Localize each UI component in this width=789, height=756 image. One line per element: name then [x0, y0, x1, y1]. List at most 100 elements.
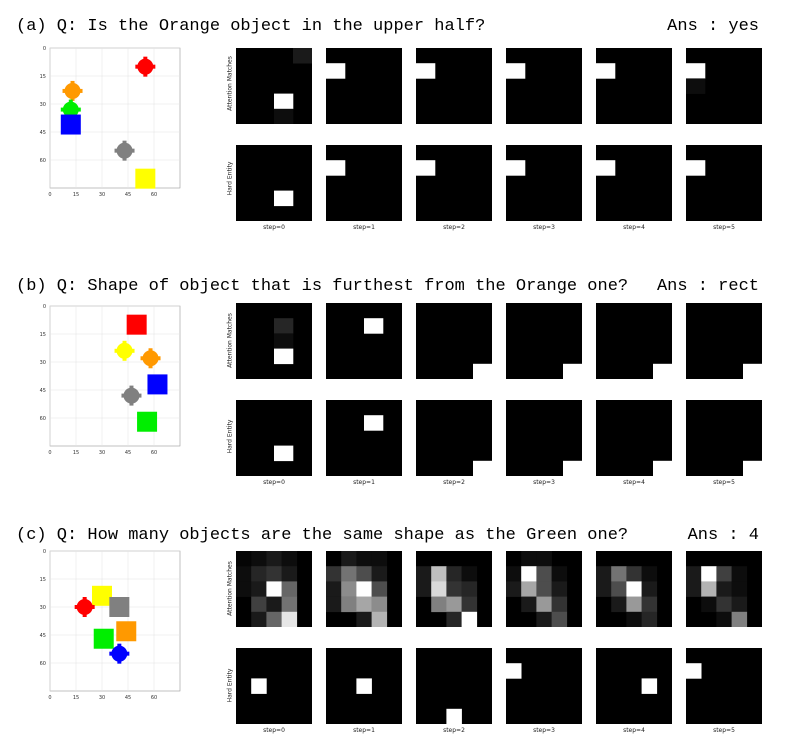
- question-c: (c) Q: How many objects are the same sha…: [16, 526, 629, 545]
- step-label: step=1: [353, 479, 375, 486]
- x-tick-label: 30: [99, 450, 105, 456]
- heatmap-cell: [686, 160, 706, 176]
- question-b: (b) Q: Shape of object that is furthest …: [16, 277, 629, 296]
- step-label: step=1: [353, 727, 375, 734]
- heatmap-cell: [266, 596, 282, 613]
- x-tick-label: 60: [151, 695, 157, 701]
- attention-heatmap-step-3: [506, 48, 582, 124]
- step-label: step=0: [263, 727, 285, 734]
- attention-heatmap-step-0: [236, 551, 312, 627]
- heatmap-background: [236, 145, 312, 221]
- heatmap-cell: [686, 63, 706, 79]
- heatmap-cell: [521, 596, 537, 613]
- y-tick-label: 60: [40, 158, 46, 164]
- heatmap-background: [236, 648, 312, 724]
- y-tick-label: 60: [40, 416, 46, 422]
- hard-heatmap-step-2: [416, 648, 492, 724]
- scene-object-circle-tab: [143, 56, 148, 77]
- heatmap-cell: [536, 581, 552, 597]
- heatmap-cell: [521, 581, 537, 597]
- question-a: (a) Q: Is the Orange object in the upper…: [16, 17, 486, 36]
- hard-heatmap-step-5: [686, 145, 762, 221]
- heatmap-cell: [461, 566, 478, 582]
- hard-heatmap-step-5: [686, 400, 762, 476]
- y-tick-label: 15: [40, 74, 46, 80]
- step-label: step=5: [713, 727, 735, 734]
- heatmap-cell: [731, 581, 748, 597]
- y-tick-label: 45: [40, 633, 46, 639]
- scene-plot-a: 0 0 15 15 30 30 45 45 60 60: [40, 46, 181, 198]
- y-tick-label: 0: [43, 549, 46, 555]
- scene-object-circle-tab: [68, 99, 73, 120]
- attention-heatmap-step-0: [236, 48, 312, 124]
- heatmap-cell: [274, 333, 294, 349]
- heatmap-cell: [446, 566, 462, 582]
- heatmap-cell: [596, 566, 612, 582]
- scene-object-rect: [147, 374, 168, 395]
- heatmap-cell: [356, 566, 372, 582]
- x-tick-label: 15: [73, 695, 79, 701]
- x-tick-label: 0: [48, 695, 51, 701]
- answer-a: Ans : yes: [667, 17, 759, 36]
- plot-frame: [49, 550, 181, 692]
- heatmap-cell: [281, 596, 298, 613]
- heatmap-cell: [326, 566, 342, 582]
- y-tick-label: 45: [40, 388, 46, 394]
- heatmap-cell: [626, 611, 642, 627]
- step-label: step=0: [263, 224, 285, 231]
- heatmap-cell: [536, 596, 552, 613]
- heatmap-cell: [431, 581, 447, 597]
- heatmap-cell: [701, 596, 717, 613]
- hard-heatmap-step-1: [326, 145, 402, 221]
- heatmap-cell: [686, 566, 702, 582]
- heatmap-cell: [716, 596, 732, 613]
- step-label: step=4: [623, 224, 645, 231]
- heatmap-cell: [701, 581, 717, 597]
- attention-heatmap-step-2: [416, 303, 492, 379]
- heatmap-cell: [251, 551, 267, 567]
- attention-heatmap-step-3: [506, 303, 582, 379]
- heatmap-cell: [461, 596, 478, 613]
- heatmap-cell: [274, 318, 294, 334]
- heatmap-cell: [506, 581, 522, 597]
- step-label: step=5: [713, 224, 735, 231]
- heatmap-cell: [251, 611, 267, 627]
- heatmap-cell: [506, 160, 526, 176]
- step-label: step=2: [443, 727, 465, 734]
- scene-object-rect: [109, 597, 130, 617]
- scene-object-rect: [137, 411, 158, 432]
- x-tick-label: 30: [99, 192, 105, 198]
- x-tick-label: 45: [125, 450, 131, 456]
- attention-heatmap-step-0: [236, 303, 312, 379]
- hard-heatmap-step-3: [506, 400, 582, 476]
- attention-heatmap-step-5: [686, 303, 762, 379]
- row-label-hard-b: Hard Entity: [226, 419, 234, 454]
- attention-heatmap-step-1: [326, 48, 402, 124]
- y-tick-label: 15: [40, 332, 46, 338]
- heatmap-cell: [596, 160, 616, 176]
- heatmap-cell: [251, 581, 267, 597]
- scene-object-circle-tab: [117, 643, 122, 664]
- heatmap-cell: [686, 78, 706, 94]
- heatmap-cell: [641, 566, 658, 582]
- hard-heatmap-step-0: [236, 400, 312, 476]
- heatmap-cell: [536, 551, 552, 567]
- heatmap-background: [596, 648, 672, 724]
- scene-object-rect: [126, 314, 147, 335]
- heatmap-cell: [326, 596, 342, 613]
- attention-heatmap-step-4: [596, 303, 672, 379]
- row-label-attention-b: Attention Matches: [226, 313, 234, 368]
- heatmap-cell: [611, 581, 627, 597]
- heatmap-cell: [731, 566, 748, 582]
- heatmap-cell: [251, 566, 267, 582]
- scene-object-rect: [93, 628, 114, 649]
- heatmap-cell: [251, 678, 267, 694]
- attention-heatmap-step-1: [326, 303, 402, 379]
- heatmap-cell: [446, 596, 462, 613]
- step-label: step=3: [533, 224, 555, 231]
- scene-object-circle-tab: [122, 140, 127, 161]
- row-label-attention-c: Attention Matches: [226, 561, 234, 616]
- heatmap-cell: [274, 348, 294, 365]
- heatmap-cell: [326, 581, 342, 597]
- x-tick-label: 60: [151, 450, 157, 456]
